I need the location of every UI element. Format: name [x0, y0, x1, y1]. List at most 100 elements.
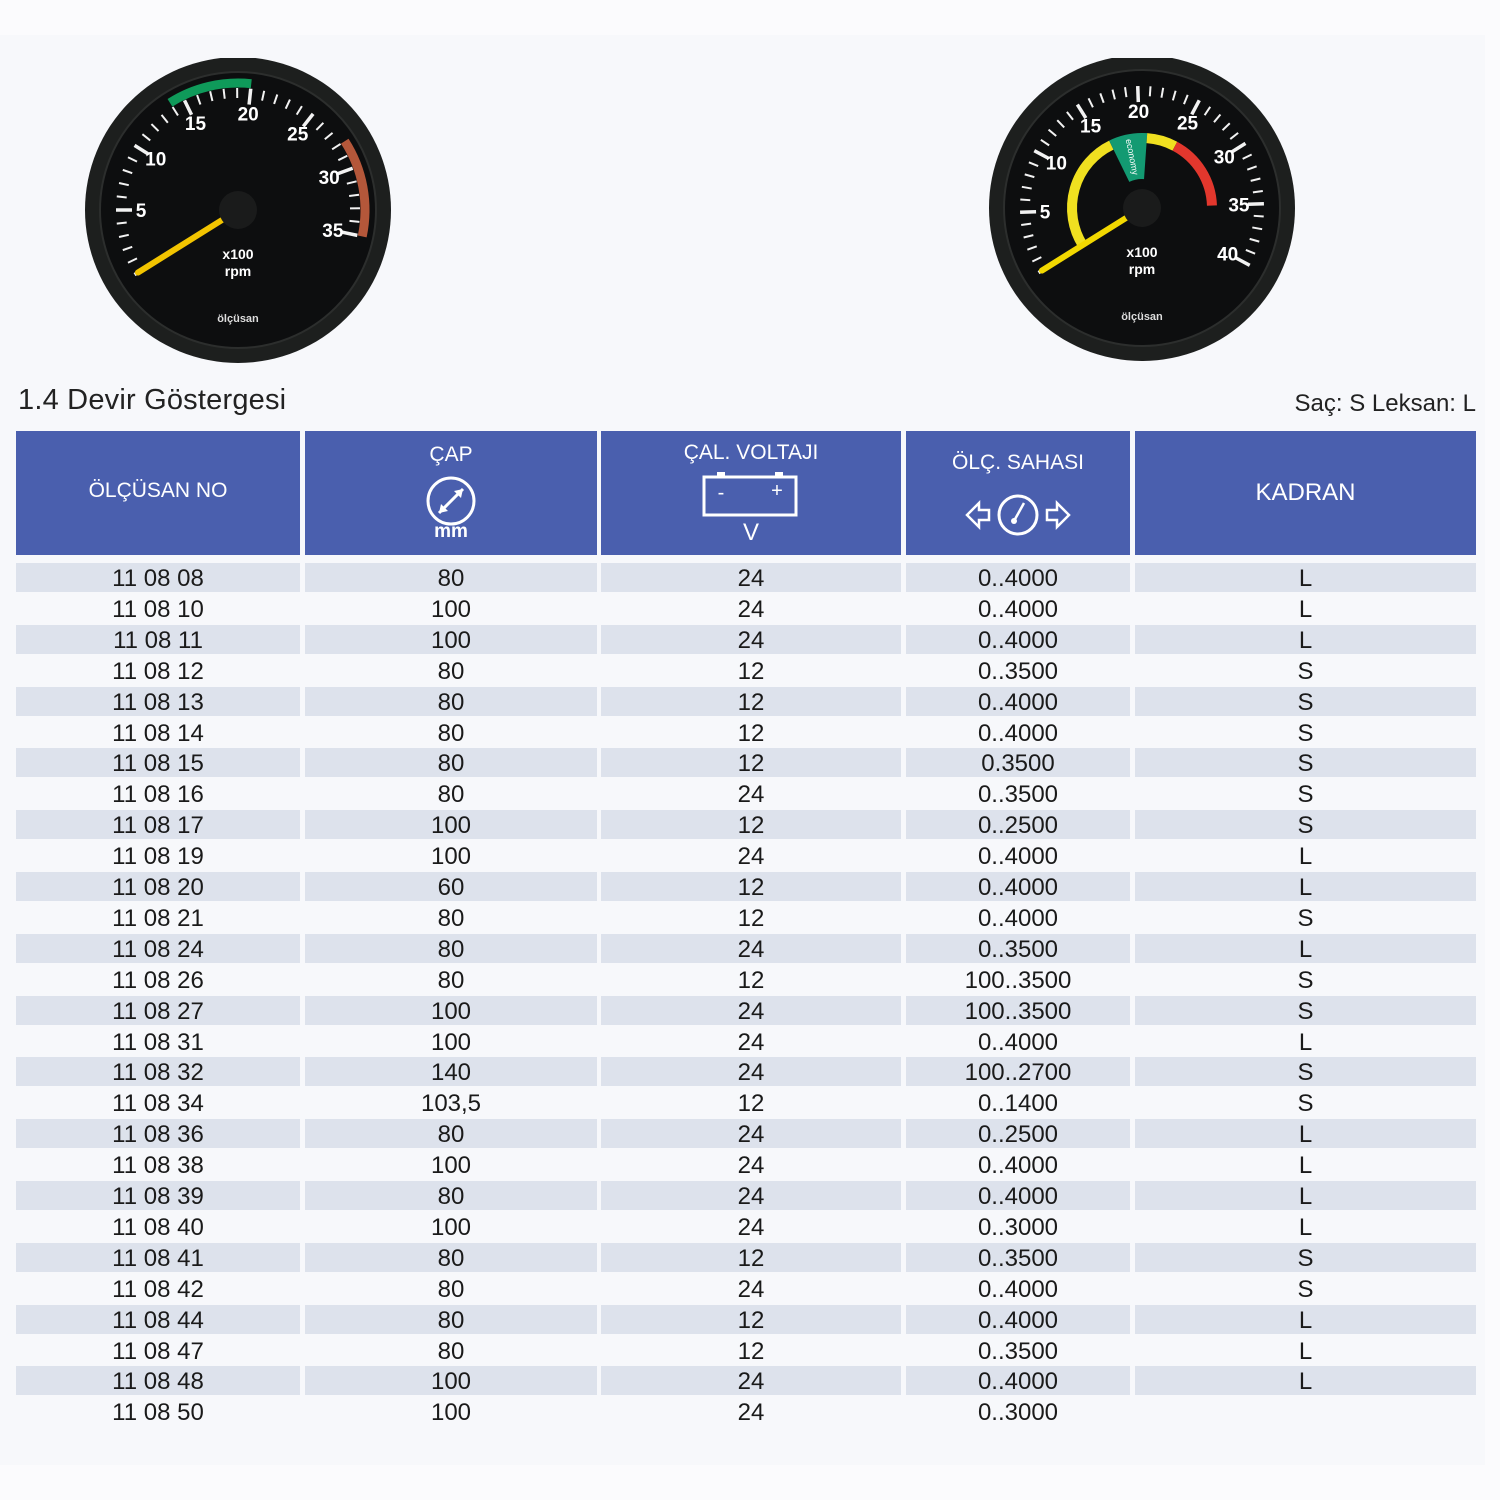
table-row: 11 08 21 80 12 0..4000 S: [16, 903, 1476, 934]
gauge-scale-label: 15: [1080, 117, 1102, 138]
gauge-tick: [341, 230, 358, 238]
cell-diameter: 100: [305, 624, 597, 654]
gauge-tick: [1229, 132, 1239, 140]
column-header-range: ÖLÇ. SAHASI: [906, 431, 1130, 555]
cell-part-no: 11 08 24: [16, 933, 300, 963]
gauge-hub: [219, 191, 257, 229]
gauge-tick: [1148, 86, 1152, 97]
gauge-tick: [1221, 122, 1231, 131]
gauge-tick: [1028, 161, 1039, 167]
cell-diameter: 80: [305, 1181, 597, 1210]
gauge-scale-label: 10: [145, 150, 166, 171]
cell-voltage: 12: [601, 1242, 901, 1272]
cell-diameter: 100: [305, 995, 597, 1025]
cell-part-no: 11 08 19: [112, 843, 204, 871]
cell-diameter: 80: [305, 563, 597, 592]
gauge-tick: [273, 94, 279, 105]
gauge-tick: [1075, 103, 1088, 120]
column-header-voltage: ÇAL. VOLTAJI - + V: [601, 431, 901, 555]
gauge-tick: [349, 219, 360, 223]
cell-part-no: 11 08 12: [112, 657, 204, 685]
cell-part-no: 11 08 27: [16, 995, 300, 1025]
cell-diameter: 80: [305, 1242, 597, 1272]
gauge-tick: [1023, 234, 1034, 239]
gauge-color-band: [167, 78, 252, 107]
cell-range: 0..4000: [906, 1181, 1130, 1210]
battery-icon: - +: [702, 472, 798, 517]
cell-range: 0..3500: [977, 1337, 1059, 1365]
cell-voltage: 12: [737, 657, 765, 685]
cell-part-no: 11 08 26: [112, 966, 204, 994]
cell-part-no: 11 08 48: [16, 1366, 300, 1396]
gauge-tick: [1111, 89, 1116, 100]
cell-range: 100..3500: [906, 995, 1130, 1025]
gauge-tick: [1246, 165, 1257, 171]
gauge-color-band: [340, 138, 370, 238]
cell-voltage: 24: [737, 843, 765, 871]
cell-voltage: 12: [737, 1337, 765, 1365]
table-row: 11 08 14 80 12 0..4000 S: [16, 718, 1476, 749]
table-row: 11 08 39 80 24 0..4000 L: [16, 1181, 1476, 1212]
cell-part-no: 11 08 11: [16, 624, 300, 654]
gauge-scale-label: 35: [1228, 196, 1250, 217]
table-row: 11 08 11 100 24 0..4000 L: [16, 624, 1476, 656]
gauge-tick: [1249, 237, 1260, 243]
cell-part-no: 11 08 47: [112, 1337, 204, 1365]
table-row: 11 08 50 100 24 0..3000: [16, 1397, 1476, 1428]
cell-dial: S: [1135, 686, 1476, 716]
table-row: 11 08 32 140 24 100..2700 S: [16, 1057, 1476, 1088]
column-header-dial: KADRAN: [1135, 431, 1476, 555]
cell-diameter: 80: [437, 1275, 465, 1303]
cell-part-no: 11 08 13: [16, 686, 300, 716]
gauge-unit-label: x100: [1126, 244, 1157, 260]
cell-range: 0..4000: [977, 1028, 1059, 1056]
cell-dial: S: [1135, 1057, 1476, 1087]
diameter-icon: [426, 476, 476, 526]
gauge-tick: [337, 166, 354, 176]
gauge-unit-label: x100: [222, 246, 253, 262]
cell-dial: L: [1298, 1213, 1313, 1241]
gauge-scale-label: 15: [185, 114, 207, 135]
cell-range: 0..4000: [977, 719, 1059, 747]
table-row: 11 08 17 100 12 0..2500 S: [16, 810, 1476, 841]
gauge-tick: [1160, 87, 1165, 98]
table-row: 11 08 20 60 12 0..4000 L: [16, 872, 1476, 903]
table-row: 11 08 12 80 12 0..3500 S: [16, 656, 1476, 687]
gauge-tick: [1066, 111, 1074, 121]
header-label: ÖLÇÜSAN NO: [88, 479, 228, 502]
cell-diameter: 100: [305, 1366, 597, 1396]
cell-voltage: 12: [737, 1090, 765, 1118]
gauge-color-band: [1146, 133, 1178, 151]
gauge-color-band: [1067, 140, 1114, 248]
cell-dial: L: [1135, 933, 1476, 963]
cell-dial: S: [1135, 1242, 1476, 1272]
table-row: 11 08 15 80 12 0.3500 S: [16, 748, 1476, 779]
cell-voltage: 12: [601, 810, 901, 840]
cell-range: 0..4000: [977, 1275, 1059, 1303]
cell-dial: L: [1298, 843, 1313, 871]
cell-voltage: 24: [601, 563, 901, 592]
header-label: KADRAN: [1255, 479, 1356, 506]
cell-part-no: 11 08 14: [112, 719, 204, 747]
cell-dial: S: [1297, 719, 1314, 747]
cell-diameter: 80: [437, 966, 465, 994]
table-row: 11 08 40 100 24 0..3000 L: [16, 1212, 1476, 1243]
cell-diameter: 80: [305, 1304, 597, 1334]
cell-range: 0..3000: [977, 1213, 1059, 1241]
gauge-scale-label: 5: [1040, 202, 1051, 223]
cell-range: 0..4000: [906, 872, 1130, 901]
cell-voltage: 24: [737, 781, 765, 809]
cell-dial: L: [1298, 1337, 1313, 1365]
gauge-tick: [127, 156, 138, 163]
cell-voltage: 24: [737, 1152, 765, 1180]
cell-diameter: 80: [305, 686, 597, 716]
column-header-diameter: ÇAP mm: [305, 431, 597, 555]
cell-range: 0..3500: [906, 933, 1130, 963]
cell-range: 0..4000: [906, 1304, 1130, 1334]
cell-voltage: 12: [737, 966, 765, 994]
gauge-tick: [116, 195, 127, 199]
gauge-tick: [209, 90, 214, 102]
gauge-tick: [301, 112, 315, 128]
gauge-tick: [284, 99, 291, 110]
